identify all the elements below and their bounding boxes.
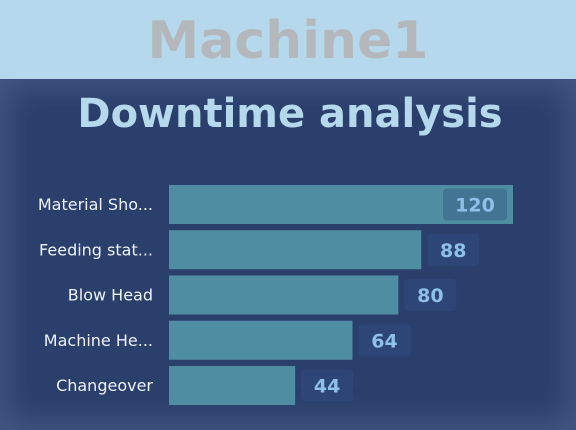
bar[interactable]	[169, 230, 422, 270]
bar[interactable]	[169, 275, 399, 315]
value-label-background	[404, 279, 457, 311]
machine-title: Machine1	[147, 11, 429, 71]
category-label: Blow Head	[68, 286, 153, 305]
bar[interactable]	[169, 366, 296, 405]
header-banner: Machine1	[0, 0, 576, 79]
bar[interactable]	[169, 320, 353, 360]
value-label: 120	[455, 195, 495, 217]
value-label-background	[427, 233, 480, 266]
value-label: 80	[417, 285, 443, 307]
bar[interactable]	[169, 185, 513, 224]
chart-title: Downtime analysis	[77, 91, 503, 137]
value-label-background	[443, 188, 507, 221]
category-label: Feeding stat...	[39, 240, 153, 259]
value-label: 64	[371, 330, 397, 352]
value-label: 88	[440, 240, 466, 262]
value-label: 44	[314, 376, 340, 398]
category-label: Changeover	[56, 376, 153, 395]
category-label: Machine He...	[44, 331, 153, 350]
value-label-background	[301, 369, 354, 402]
category-label: Material Sho...	[38, 195, 153, 214]
value-label-background	[358, 324, 411, 357]
